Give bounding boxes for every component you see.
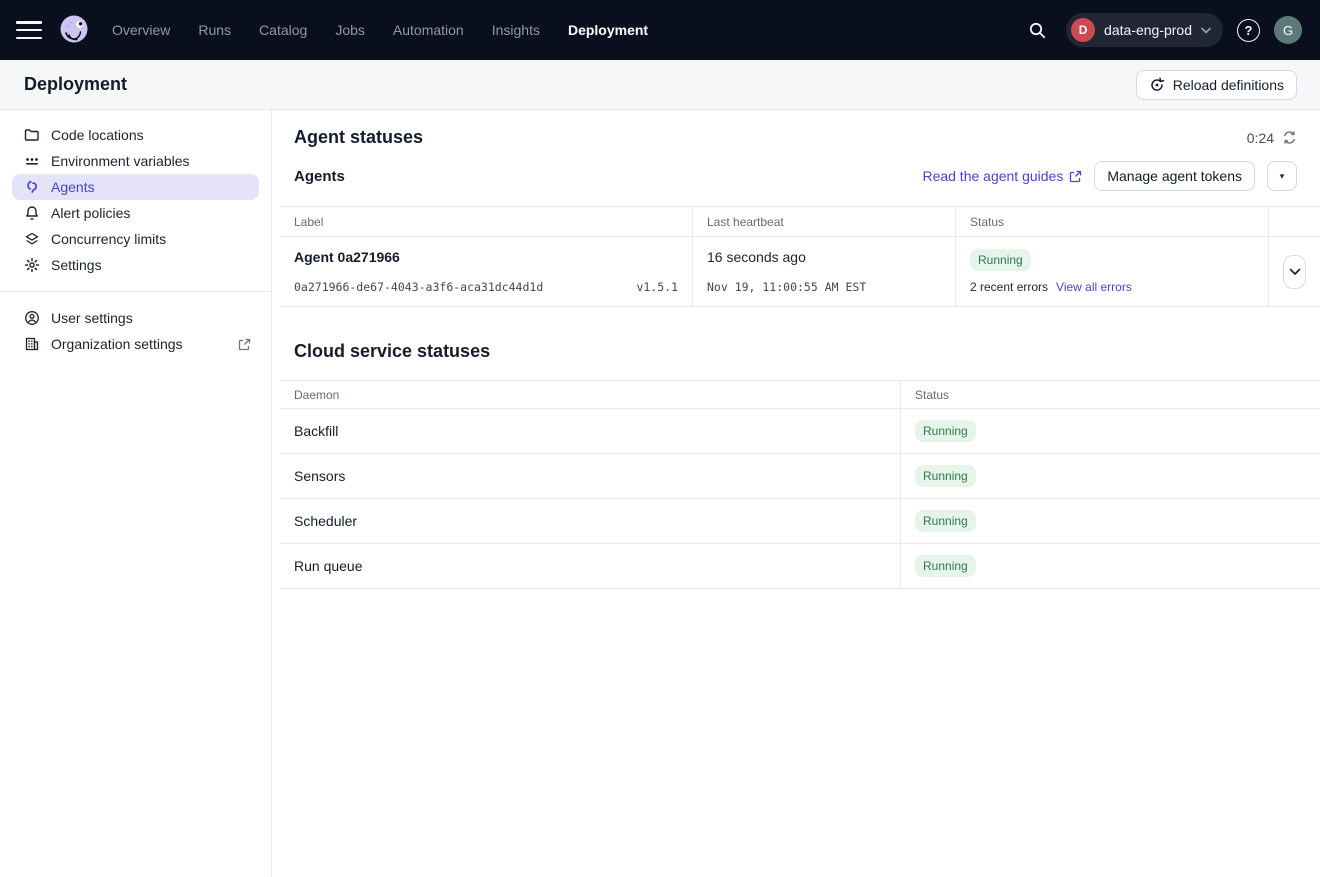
nav-item-overview[interactable]: Overview <box>112 22 170 38</box>
status-badge: Running <box>915 420 976 442</box>
nav-item-jobs[interactable]: Jobs <box>335 22 365 38</box>
column-header-actions <box>1268 207 1320 237</box>
sidebar-item-agents[interactable]: Agents <box>12 174 259 200</box>
deployment-switcher[interactable]: D data-eng-prod <box>1066 13 1223 47</box>
column-header-status: Status <box>955 207 1268 237</box>
status-badge: Running <box>915 555 976 577</box>
sidebar-item-label: Code locations <box>51 127 144 143</box>
sidebar-item-label: Concurrency limits <box>51 231 166 247</box>
agent-guides-link-label: Read the agent guides <box>922 168 1063 184</box>
agent-expand-button[interactable] <box>1283 255 1306 289</box>
manage-agent-tokens-label: Manage agent tokens <box>1107 168 1242 184</box>
nav-item-runs[interactable]: Runs <box>198 22 231 38</box>
sidebar-item-concurrency-limits[interactable]: Concurrency limits <box>12 226 259 252</box>
sidebar-item-label: Agents <box>51 179 95 195</box>
agent-expand-cell <box>1268 237 1320 307</box>
dagster-logo-icon[interactable] <box>56 12 92 48</box>
agent-actions-dropdown-button[interactable]: ▾ <box>1267 161 1297 191</box>
top-navigation-bar: Overview Runs Catalog Jobs Automation In… <box>0 0 1320 60</box>
nav-item-deployment[interactable]: Deployment <box>568 22 648 38</box>
nav-item-insights[interactable]: Insights <box>492 22 540 38</box>
variables-icon <box>24 153 40 169</box>
agent-name: Agent 0a271966 <box>294 249 678 265</box>
daemon-status-cell: Running <box>900 454 1320 499</box>
agent-status-cell: Running 2 recent errors View all errors <box>955 237 1268 307</box>
refresh-countdown: 0:24 <box>1247 130 1297 146</box>
page-header: Deployment Reload definitions <box>0 60 1320 110</box>
external-link-icon <box>238 338 251 351</box>
sidebar-item-label: Alert policies <box>51 205 130 221</box>
sidebar-item-alert-policies[interactable]: Alert policies <box>12 200 259 226</box>
column-header-status: Status <box>900 381 1320 409</box>
countdown-value: 0:24 <box>1247 130 1274 146</box>
manage-agent-tokens-button[interactable]: Manage agent tokens <box>1094 161 1255 191</box>
sidebar-item-label: Environment variables <box>51 153 190 169</box>
agent-guides-link[interactable]: Read the agent guides <box>922 168 1082 184</box>
cloud-service-statuses-title: Cloud service statuses <box>294 341 1297 362</box>
agents-section-label: Agents <box>294 168 345 185</box>
daemon-status-cell: Running <box>900 544 1320 589</box>
cloud-services-table: Daemon Status Backfill Running Sensors R… <box>280 380 1320 589</box>
help-icon[interactable]: ? <box>1237 19 1260 42</box>
deployment-sidebar: Code locations Environment variables Age… <box>0 110 272 877</box>
daemon-name: Backfill <box>280 409 900 454</box>
caret-down-icon: ▾ <box>1280 171 1285 182</box>
deployment-name: data-eng-prod <box>1104 22 1192 38</box>
daemon-name: Scheduler <box>280 499 900 544</box>
sidebar-item-user-settings[interactable]: User settings <box>12 305 259 331</box>
nav-item-catalog[interactable]: Catalog <box>259 22 307 38</box>
sidebar-item-label: Settings <box>51 257 102 273</box>
sidebar-divider <box>0 291 271 292</box>
daemon-name: Run queue <box>280 544 900 589</box>
reload-definitions-button[interactable]: Reload definitions <box>1136 70 1297 100</box>
daemon-status-cell: Running <box>900 409 1320 454</box>
sidebar-item-code-locations[interactable]: Code locations <box>12 122 259 148</box>
page-title: Deployment <box>24 74 127 95</box>
primary-nav: Overview Runs Catalog Jobs Automation In… <box>112 22 648 38</box>
sidebar-item-environment-variables[interactable]: Environment variables <box>12 148 259 174</box>
status-badge: Running <box>915 465 976 487</box>
agent-heartbeat-cell: 16 seconds ago Nov 19, 11:00:55 AM EST <box>692 237 955 307</box>
reload-definitions-label: Reload definitions <box>1173 77 1284 93</box>
heartbeat-relative: 16 seconds ago <box>707 249 941 265</box>
chevron-down-icon <box>1201 27 1211 34</box>
main-content: Agent statuses 0:24 Agents Read the agen… <box>272 110 1320 877</box>
heartbeat-timestamp: Nov 19, 11:00:55 AM EST <box>707 280 941 294</box>
recent-errors-text: 2 recent errors <box>970 280 1048 294</box>
external-link-icon <box>1069 170 1082 183</box>
reload-icon <box>1149 77 1165 93</box>
agent-label-cell: Agent 0a271966 0a271966-de67-4043-a3f6-a… <box>280 237 692 307</box>
agent-version: v1.5.1 <box>636 280 678 294</box>
daemon-name: Sensors <box>280 454 900 499</box>
column-header-daemon: Daemon <box>280 381 900 409</box>
sidebar-item-label: Organization settings <box>51 336 183 352</box>
sidebar-item-settings[interactable]: Settings <box>12 252 259 278</box>
agent-id: 0a271966-de67-4043-a3f6-aca31dc44d1d <box>294 280 543 294</box>
view-all-errors-link[interactable]: View all errors <box>1056 280 1132 294</box>
column-header-label: Label <box>280 207 692 237</box>
column-header-last-heartbeat: Last heartbeat <box>692 207 955 237</box>
agent-icon <box>24 179 40 195</box>
agent-statuses-title: Agent statuses <box>294 127 423 148</box>
menu-icon[interactable] <box>16 21 42 39</box>
sidebar-item-organization-settings[interactable]: Organization settings <box>12 331 259 357</box>
daemon-status-cell: Running <box>900 499 1320 544</box>
bell-icon <box>24 205 40 221</box>
status-badge: Running <box>970 249 1031 271</box>
avatar[interactable]: G <box>1274 16 1302 44</box>
gear-icon <box>24 257 40 273</box>
refresh-icon[interactable] <box>1282 130 1297 145</box>
folder-icon <box>24 127 40 143</box>
deployment-initial-badge: D <box>1071 18 1095 42</box>
chevron-down-icon <box>1289 268 1301 276</box>
status-badge: Running <box>915 510 976 532</box>
nav-item-automation[interactable]: Automation <box>393 22 464 38</box>
layers-icon <box>24 231 40 247</box>
building-icon <box>24 336 40 352</box>
search-icon[interactable] <box>1022 15 1052 45</box>
user-icon <box>24 310 40 326</box>
agents-table: Label Last heartbeat Status Agent 0a2719… <box>280 206 1320 307</box>
sidebar-item-label: User settings <box>51 310 133 326</box>
